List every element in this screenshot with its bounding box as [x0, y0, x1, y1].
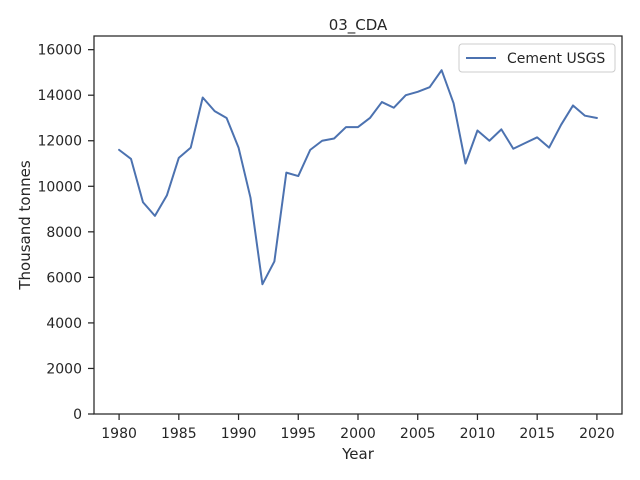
y-tick-label: 16000: [37, 43, 82, 59]
x-tick-label: 2020: [579, 426, 615, 442]
y-tick-label: 2000: [46, 361, 82, 377]
y-tick-label: 10000: [37, 179, 82, 195]
plot-frame: [93, 35, 623, 415]
x-tick-label: 1990: [221, 426, 257, 442]
y-tick-label: 14000: [37, 88, 82, 104]
series-line-cement-usgs: [118, 69, 598, 286]
legend-box: [458, 43, 616, 73]
y-axis-ticks: 0 2000 4000 6000 8000 10000 12000 14000 16000: [37, 43, 94, 423]
y-axis-label: Thousand tonnes: [16, 160, 34, 290]
y-tick-label: 8000: [46, 225, 82, 241]
x-tick-label: 2010: [460, 426, 496, 442]
x-axis-label: Year: [341, 445, 375, 463]
x-tick-label: 1985: [161, 426, 197, 442]
legend-label: Cement USGS: [507, 51, 605, 67]
y-tick-label: 6000: [46, 270, 82, 286]
x-tick-label: 1980: [101, 426, 137, 442]
x-axis-ticks: 1980 1985 1990 1995 2000 2005 2010 2015 2020: [101, 414, 615, 442]
y-tick-label: 12000: [37, 134, 82, 150]
x-tick-label: 2000: [340, 426, 376, 442]
legend: Cement USGS: [458, 43, 616, 73]
series-layer: [118, 69, 598, 286]
chart-title: 03_CDA: [329, 16, 388, 35]
y-tick-label: 4000: [46, 316, 82, 332]
x-tick-label: 2015: [519, 426, 555, 442]
x-tick-label: 2005: [400, 426, 436, 442]
y-tick-label: 0: [73, 407, 82, 423]
x-tick-label: 1995: [280, 426, 316, 442]
